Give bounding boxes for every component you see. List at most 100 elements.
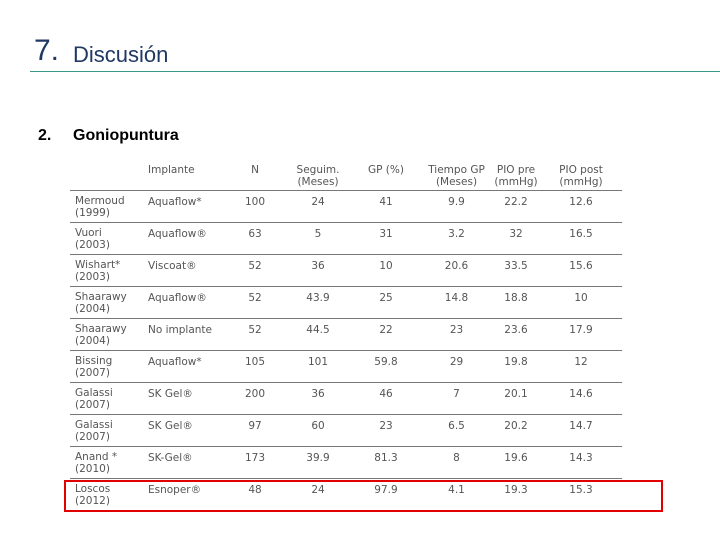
row-line [70,318,622,319]
study-year: (2010) [75,463,110,475]
table-cell: No implante [148,324,213,336]
table-cell: 48 [248,484,262,496]
study-author: Mermoud [75,195,125,207]
header-title: Discusión [73,42,169,67]
table-cell: 5 [314,228,322,240]
table-cell: 33.5 [504,260,528,272]
column-header: PIO pre (mmHg) [494,164,538,188]
study-year: (2007) [75,431,110,443]
table-cell: 20.1 [504,388,528,400]
study-year: (2004) [75,303,110,315]
study-author: Loscos [75,483,111,495]
row-line [70,254,622,255]
table-cell: 10 [574,292,588,304]
table-cell: 43.9 [306,292,330,304]
column-header: Implante [148,164,195,176]
highlight-box [64,480,663,512]
row-line [70,478,622,479]
table-cell: 7 [453,388,460,400]
table-cell: 52 [248,324,262,336]
table-cell: 24 [311,196,325,208]
study-year: (2003) [75,239,110,251]
table-cell: 59.8 [374,356,398,368]
study-author: Wishart* [75,259,121,271]
table-cell: 97 [248,420,262,432]
table-cell: 15.6 [569,260,593,272]
table-cell: 14.3 [569,452,593,464]
table-cell: 105 [244,356,266,368]
table-cell: 22 [379,324,393,336]
study-author: Shaarawy [75,291,127,303]
table-cell: 100 [244,196,266,208]
row-line [70,350,622,351]
row-line [70,190,622,191]
study-year: (2007) [75,367,110,379]
table-cell: 19.8 [504,356,528,368]
table-cell: 52 [248,260,262,272]
header-number: 7. [34,34,60,67]
study-author: Galassi [75,387,113,399]
table-cell: 23 [379,420,393,432]
table-cell: 200 [244,388,266,400]
column-header: PIO post (mmHg) [559,164,603,188]
table-cell: 32 [509,228,523,240]
table-cell: 23 [449,324,464,336]
study-year: (2003) [75,271,110,283]
row-line [70,446,622,447]
table-cell: 6.5 [448,420,465,432]
table-cell: 81.3 [374,452,398,464]
table-cell: SK Gel® [148,420,193,432]
study-year: (2012) [75,495,110,507]
table-cell: 15.3 [569,484,593,496]
table-cell: 12.6 [569,196,593,208]
section-title: Goniopuntura [73,127,179,144]
table-cell: 22.2 [504,196,528,208]
row-line [70,286,622,287]
study-year: (2007) [75,399,110,411]
table-cell: 173 [244,452,266,464]
study-author: Shaarawy [75,323,127,335]
table-cell: 39.9 [306,452,330,464]
table-cell: Aquaflow* [148,196,202,208]
table-cell: Esnoper® [148,484,202,496]
table-cell: 14.8 [444,292,469,304]
header-rule [30,71,720,72]
table-cell: SK-Gel® [148,452,193,464]
column-header: GP (%) [368,164,404,176]
table-cell: Aquaflow® [148,292,207,304]
table-cell: 16.5 [569,228,593,240]
table-cell: 9.9 [448,196,465,208]
row-line [70,222,622,223]
table-cell: 29 [449,356,464,368]
section-number: 2. [38,127,52,144]
table-cell: 101 [307,356,329,368]
table-cell: 44.5 [306,324,330,336]
table-cell: 60 [311,420,325,432]
study-author: Vuori [75,227,102,239]
table-cell: Aquaflow* [148,356,202,368]
table-cell: 97.9 [374,484,398,496]
study-year: (1999) [75,207,110,219]
table-cell: 31 [379,228,393,240]
table-cell: 63 [248,228,262,240]
table-cell: 36 [311,388,325,400]
table-cell: 18.8 [504,292,528,304]
table-cell: 12 [574,356,588,368]
table-cell: 23.6 [504,324,528,336]
table-cell: 20.2 [504,420,528,432]
table-cell: 4.1 [448,484,465,496]
table-cell: 19.3 [504,484,528,496]
table-cell: 25 [379,292,393,304]
table-cell: 14.7 [569,420,593,432]
table-cell: 41 [379,196,393,208]
study-author: Galassi [75,419,113,431]
table-cell: Aquaflow® [148,228,207,240]
table-cell: 14.6 [569,388,593,400]
study-author: Bissing [75,355,113,367]
study-author: Anand * [75,451,118,463]
table-cell: 52 [248,292,262,304]
table-cell: 24 [311,484,325,496]
table-cell: 10 [379,260,393,272]
study-year: (2004) [75,335,110,347]
